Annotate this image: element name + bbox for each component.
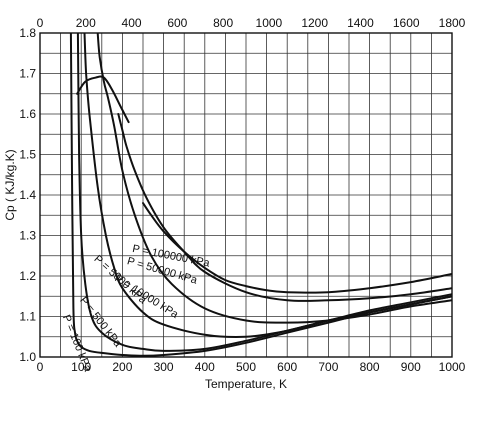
x-top-tick-label: 1400 [347,16,374,30]
y-tick-label: 1.6 [19,107,36,121]
x-tick-label: 500 [236,360,256,374]
x-top-tick-labels: 0 200 400 600 800 1000 1200 1400 1600 1800 [37,16,466,30]
y-tick-label: 1.3 [19,229,36,243]
series-label: P = 500 kPa [77,295,124,350]
y-axis-label: Cp ( KJ/kg.K) [3,149,17,220]
x-tick-label: 400 [195,360,215,374]
x-top-tick-label: 600 [167,16,187,30]
series-line-4 [117,113,452,302]
x-top-tick-label: 1000 [256,16,283,30]
y-tick-label: 1.4 [19,188,36,202]
series-line-2 [83,33,452,339]
x-tick-label: 0 [37,360,44,374]
x-tick-labels: 0 100 200 300 400 500 600 700 800 900 1000 [37,360,466,374]
x-top-tick-label: 0 [37,16,44,30]
x-top-tick-label: 1600 [393,16,420,30]
series-label: P = 10000 kPa [113,272,181,321]
x-axis-label: Temperature, K [205,377,287,391]
series-line-3 [96,33,452,324]
grid-lines [40,33,452,357]
x-tick-label: 200 [112,360,132,374]
y-tick-label: 1.2 [19,269,36,283]
x-top-tick-label: 800 [213,16,233,30]
x-top-tick-label: 1800 [439,16,466,30]
x-tick-label: 700 [318,360,338,374]
y-tick-label: 1.0 [19,350,36,364]
y-tick-labels: 1.0 1.1 1.2 1.3 1.4 1.5 1.6 1.7 1.8 [19,26,36,364]
y-tick-label: 1.8 [19,26,36,40]
plot-frame [39,32,453,358]
x-tick-label: 300 [154,360,174,374]
x-tick-label: 800 [360,360,380,374]
x-tick-label: 100 [71,360,91,374]
x-tick-label: 600 [277,360,297,374]
series-line-0 [69,33,452,357]
y-tick-label: 1.5 [19,148,36,162]
x-top-tick-label: 1200 [301,16,328,30]
x-top-tick-label: 200 [76,16,96,30]
series-line-6 [76,75,130,124]
series-curves [69,33,452,357]
x-tick-label: 900 [401,360,421,374]
y-tick-label: 1.7 [19,67,36,81]
x-top-tick-label: 400 [122,16,142,30]
series-line-5 [142,202,452,294]
x-tick-label: 1000 [439,360,466,374]
y-tick-label: 1.1 [19,310,36,324]
